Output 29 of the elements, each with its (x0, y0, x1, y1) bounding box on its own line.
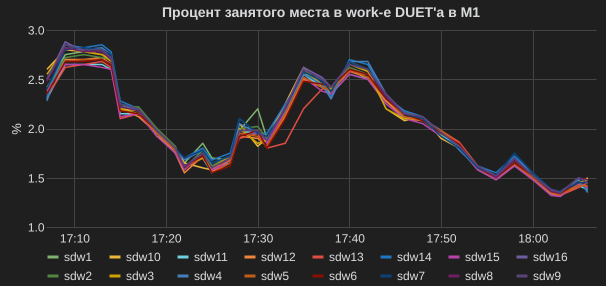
legend-label: sdw14 (397, 250, 432, 264)
legend-label: sdw10 (126, 250, 162, 264)
x-tick-label: 18:00 (518, 232, 549, 246)
y-tick-label: 1.5 (28, 171, 45, 186)
x-tick-label: 17:50 (426, 232, 457, 246)
legend-label: sdw9 (533, 269, 562, 283)
y-tick-label: 1.0 (28, 220, 45, 234)
legend-label: sdw6 (329, 269, 358, 283)
legend-label: sdw16 (533, 250, 568, 264)
y-axis-title: % (8, 122, 24, 135)
x-tick-label: 17:20 (152, 232, 182, 246)
legend-label: sdw7 (397, 269, 426, 283)
y-tick-label: 2.5 (28, 72, 45, 87)
legend-label: sdw13 (329, 250, 364, 264)
legend-label: sdw8 (465, 269, 494, 283)
legend-label: sdw11 (194, 250, 228, 264)
legend-label: sdw2 (64, 269, 92, 283)
legend-label: sdw3 (126, 269, 154, 283)
x-tick-label: 17:30 (243, 232, 274, 246)
legend-label: sdw1 (64, 250, 92, 264)
legend-label: sdw15 (465, 250, 500, 264)
legend-label: sdw12 (261, 250, 296, 264)
x-tick-label: 17:40 (334, 232, 366, 246)
legend-label: sdw4 (194, 269, 222, 283)
legend-label: sdw5 (261, 269, 290, 283)
y-tick-label: 3.0 (28, 24, 45, 38)
chart-title: Процент занятого места в work-е DUET'а в M1 (162, 4, 480, 20)
x-tick-label: 17:10 (60, 232, 90, 246)
y-tick-label: 2.0 (28, 122, 45, 136)
